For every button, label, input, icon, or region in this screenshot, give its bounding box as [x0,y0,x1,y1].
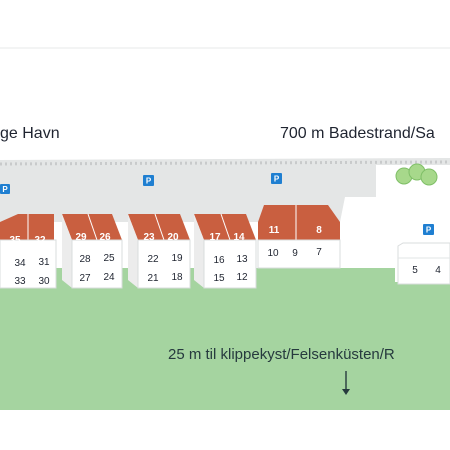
unit-7: 7 [316,247,322,258]
grass-band [0,284,450,410]
coast-label: 25 m til klippekyst/Felsenküsten/R [168,346,395,363]
svg-text:P: P [274,175,280,184]
trees [395,163,438,186]
unit-29: 29 [75,232,87,243]
unit-28: 28 [79,254,91,265]
unit-9: 9 [292,248,298,259]
tree-icon [420,168,438,186]
house-block-5-4 [397,242,450,285]
unit-21: 21 [147,273,159,284]
road-area [0,158,450,222]
svg-text:P: P [2,185,8,194]
unit-11: 11 [269,225,280,236]
unit-31: 31 [38,257,50,268]
unit-15: 15 [213,273,225,284]
unit-17: 17 [209,232,221,243]
unit-16: 16 [213,255,225,266]
house-block-11-7 [257,205,341,269]
house-block-17-12 [194,213,257,289]
parking-icon-2: P [143,175,154,186]
house-block-23-18 [128,213,191,289]
house-block-29-24 [62,213,123,289]
house-block-35-30 [0,214,57,289]
unit-5: 5 [412,265,418,276]
unit-24: 24 [103,272,115,283]
unit-18: 18 [171,272,183,283]
unit-14: 14 [233,232,245,243]
parking-icon-4: P [423,224,434,235]
harbor-label: ge Havn [0,125,60,142]
unit-33: 33 [14,276,26,287]
parking-icon-1: P [0,184,10,194]
unit-34: 34 [14,258,26,269]
unit-4: 4 [435,265,441,276]
unit-26: 26 [99,232,111,243]
unit-10: 10 [267,248,279,259]
unit-20: 20 [167,232,179,243]
unit-25: 25 [103,253,115,264]
svg-text:P: P [146,177,152,186]
parking-icon-3: P [271,173,282,184]
unit-32: 32 [34,235,46,246]
road-edge [0,160,450,166]
beach-label: 700 m Badestrand/Sa [280,125,435,142]
svg-text:P: P [426,226,432,235]
unit-19: 19 [171,253,183,264]
unit-12: 12 [236,272,248,283]
arrow-down-icon [342,371,350,395]
unit-22: 22 [147,254,159,265]
unit-30: 30 [38,276,50,287]
unit-23: 23 [143,232,155,243]
unit-27: 27 [79,273,91,284]
unit-13: 13 [236,254,248,265]
unit-8: 8 [316,225,322,236]
unit-35: 35 [9,235,21,246]
